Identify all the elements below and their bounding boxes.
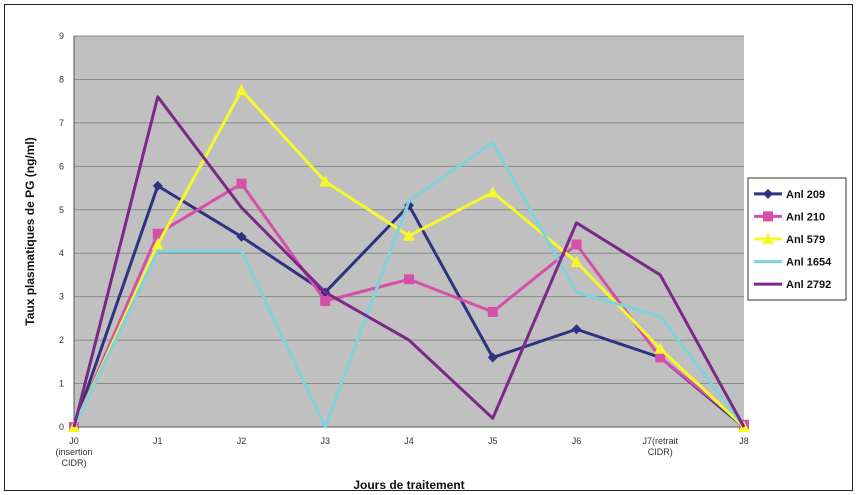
x-tick-label: J5: [488, 436, 498, 446]
legend-marker-0: [763, 188, 773, 199]
legend-label-2: Anl 579: [786, 234, 825, 246]
y-tick-label: 8: [59, 74, 64, 84]
data-point-0-5: [487, 352, 498, 363]
series-line-4: [72, 95, 746, 428]
y-axis-title: Taux plasmatiques de PG (ng/ml): [23, 137, 37, 325]
data-point-0-1: [152, 180, 163, 191]
data-point-1-2: [236, 178, 247, 189]
y-tick-label: 0: [59, 422, 64, 432]
data-point-0-2: [236, 231, 247, 242]
y-tick-label: 4: [59, 248, 64, 258]
y-tick-label: 2: [59, 335, 64, 345]
data-point-2-3: [319, 175, 332, 187]
legend-label-0: Anl 209: [786, 189, 825, 201]
data-point-1-3: [320, 296, 331, 307]
y-tick-label: 5: [59, 205, 64, 215]
series-line-3: [72, 140, 746, 429]
y-tick-label: 9: [59, 31, 64, 41]
legend-label-1: Anl 210: [786, 211, 825, 223]
y-tick-label: 3: [59, 292, 64, 302]
x-tick-label: J3: [320, 436, 330, 446]
data-point-2-7: [654, 342, 667, 354]
data-point-0-6: [571, 324, 582, 335]
x-tick-label: J7(retrait CIDR): [642, 436, 678, 457]
data-point-1-7: [655, 352, 666, 363]
x-tick-label: J2: [237, 436, 247, 446]
y-tick-label: 7: [59, 118, 64, 128]
chart-frame: [4, 4, 853, 491]
x-tick-label: J1: [153, 436, 163, 446]
legend-marker-2: [762, 233, 774, 244]
y-tick-label: 1: [59, 379, 64, 389]
x-tick-label: J4: [404, 436, 414, 446]
data-point-2-6: [570, 255, 583, 267]
data-point-2-5: [486, 186, 499, 198]
legend-marker-1: [763, 211, 773, 222]
legend-label-4: Anl 2792: [786, 279, 831, 291]
data-point-1-1: [152, 228, 163, 239]
data-point-1-5: [487, 306, 498, 317]
data-point-1-6: [571, 239, 582, 250]
data-point-1-4: [404, 274, 414, 285]
legend-label-3: Anl 1654: [786, 257, 832, 269]
data-point-2-1: [151, 238, 164, 250]
data-point-2-2: [235, 84, 248, 96]
x-tick-label: J0 (insertion CIDR): [55, 436, 92, 468]
x-tick-label: J8: [739, 436, 749, 446]
data-point-2-4: [403, 229, 415, 241]
x-axis-title: Jours de traitement: [353, 478, 464, 492]
y-tick-label: 6: [59, 161, 64, 171]
x-tick-label: J6: [572, 436, 582, 446]
